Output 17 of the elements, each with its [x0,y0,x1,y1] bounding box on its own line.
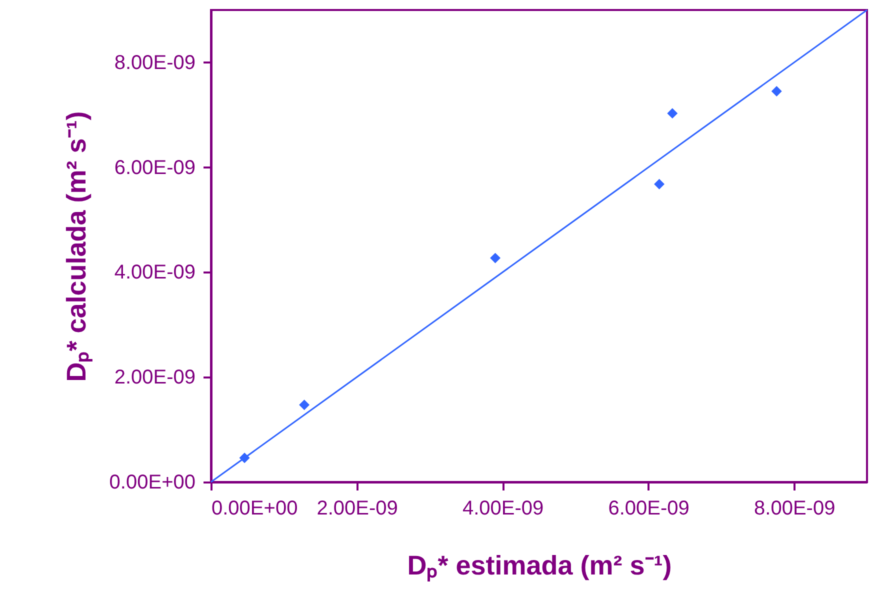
x-tick-label: 8.00E-09 [754,498,836,520]
y-axis-title: Dₚ* calculada (m² s⁻¹) [61,111,92,382]
x-tick-label: 4.00E-09 [462,498,544,520]
y-tick-label: 0.00E+00 [109,472,196,494]
point [299,400,310,410]
y-tick-label: 8.00E-09 [114,52,196,74]
y-tick-label: 2.00E-09 [114,366,196,389]
x-tick-label: 6.00E-09 [608,498,690,520]
x-tick-label: 0.00E+00 [212,498,298,520]
y-tick-label: 6.00E-09 [114,156,196,179]
x-tick-label: 2.00E-09 [316,498,398,520]
x-axis-title: Dₚ* estimada (m² s⁻¹) [407,550,672,582]
point [490,252,501,264]
point [667,108,678,119]
point [654,178,665,190]
y-tick-label: 4.00E-09 [114,262,196,284]
point [771,86,782,97]
